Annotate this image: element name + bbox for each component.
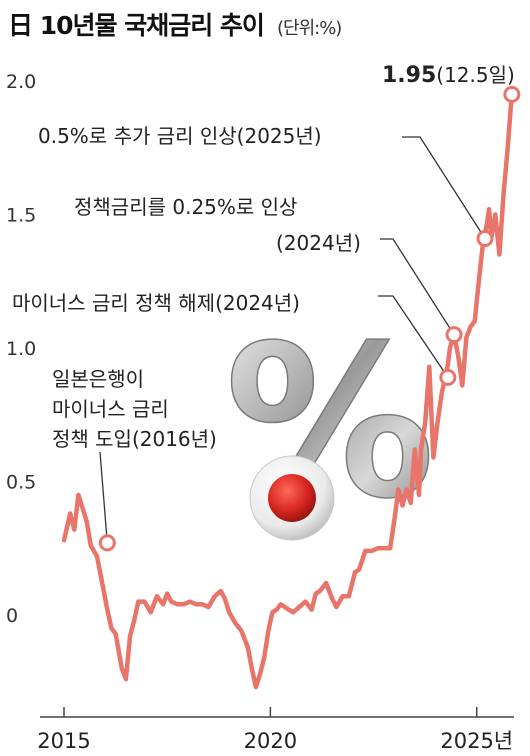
annotation-leader-line [402,136,486,239]
x-tick-label: 2020 [244,729,297,753]
annotation-rate-hike-05: 0.5%로 추가 금리 인상(2025년) [38,124,322,148]
event-marker [476,230,494,248]
x-axis: 2015 2020 2025년 [37,707,514,753]
annotation-boj-negative-rate-line2: 마이너스 금리 [52,397,169,421]
series-line [61,92,515,690]
x-tick-label: 2025년 [440,729,513,753]
annotation-boj-negative-rate-line3: 정책 도입(2016년) [52,427,217,451]
y-tick-label: 1.5 [6,205,36,227]
annotation-latest-value: 1.95(12.5일) [382,63,515,88]
japan-flag-sun-icon [268,474,316,522]
annotation-leader-line [380,238,455,335]
x-tick-label: 2015 [37,729,90,753]
annotation-rate-hike-025-line1: 정책금리를 0.25%로 인상 [74,195,297,219]
chart-header: 日 10년물 국채금리 추이 (단위:%) [8,6,342,42]
chart-unit: (단위:%) [277,18,342,39]
y-tick-label: 0 [6,605,18,627]
event-marker [439,368,457,386]
event-marker [503,85,521,103]
latest-value-date: (12.5일) [436,63,515,87]
y-tick-label: 0.5 [6,472,36,494]
annotation-negative-rate-end: 마이너스 금리 정책 해제(2024년) [12,291,300,315]
annotation-rate-hike-025-line2: (2024년) [276,231,361,255]
y-axis-ticks: 2.0 1.5 1.0 0.5 0 [6,71,36,627]
event-marker [445,326,463,344]
annotation-leader-line [378,295,449,378]
leader-lines [99,136,486,543]
latest-value: 1.95 [382,63,436,88]
annotation-boj-negative-rate-line1: 일본은행이 [52,367,144,391]
y-tick-label: 1.0 [6,338,36,360]
y-tick-label: 2.0 [6,71,36,93]
illustration: % [224,299,436,546]
chart-title: 日 10년물 국채금리 추이 [8,11,265,40]
event-markers [98,85,521,552]
annotations: 일본은행이 마이너스 금리 정책 도입(2016년) 마이너스 금리 정책 해제… [12,63,515,451]
event-marker [98,534,116,552]
annotation-leader-line [99,451,108,543]
